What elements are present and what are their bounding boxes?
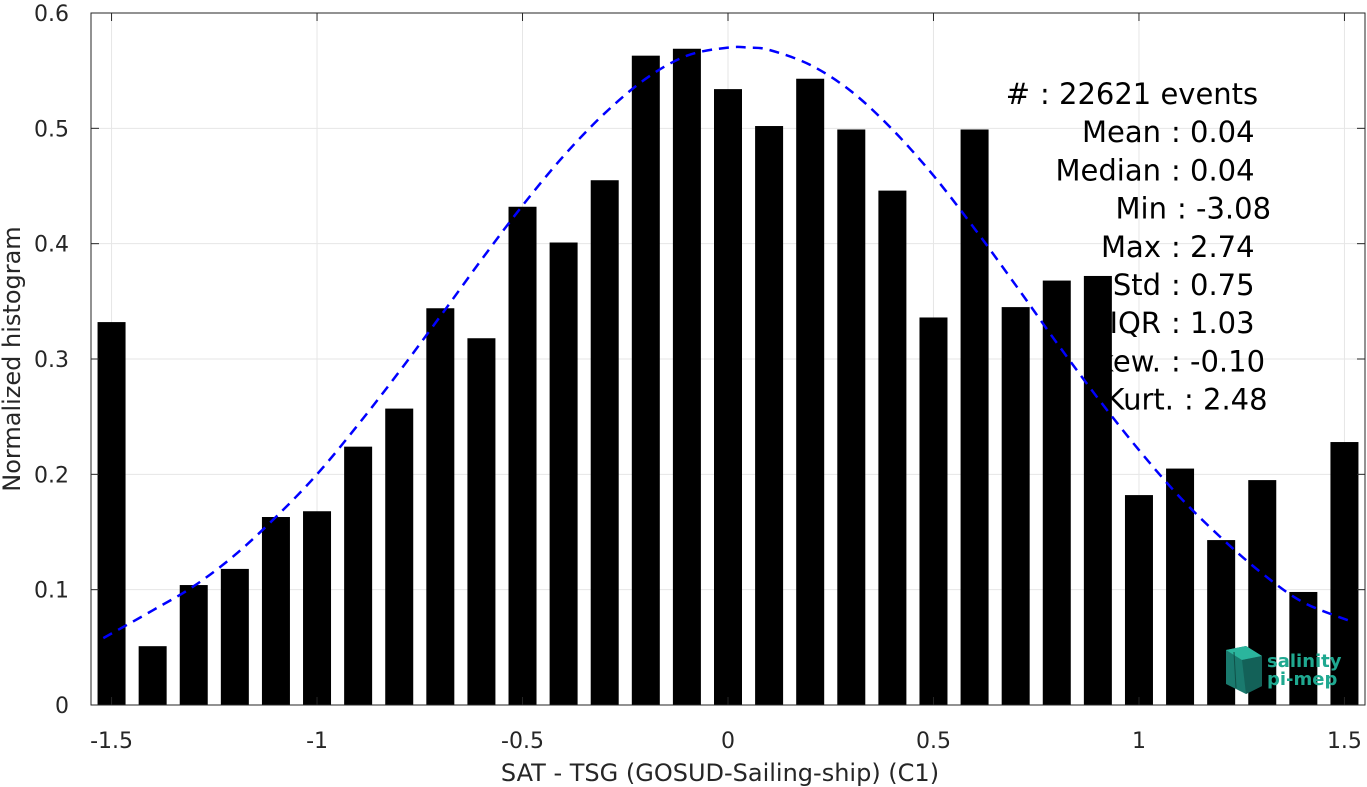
stat-value: : -0.10 (1171, 344, 1265, 378)
x-tick-label: -0.5 (501, 729, 544, 754)
stat-value: : 1.03 (1171, 306, 1255, 340)
histogram-bar (714, 89, 742, 706)
histogram-bar (1330, 442, 1359, 705)
stat-value: : -3.08 (1177, 192, 1271, 226)
histogram-bar (138, 646, 167, 705)
histogram-bar (878, 190, 907, 706)
x-axis-label: SAT - TSG (GOSUD-Sailing-ship) (C1) (501, 759, 939, 787)
stat-value: : 2.48 (1184, 383, 1268, 417)
stat-value: : 22621 events (1040, 77, 1258, 111)
x-tick-label: 1 (1132, 729, 1146, 754)
histogram-bar (837, 129, 866, 706)
histogram-bar (508, 206, 537, 705)
histogram-bar (1289, 591, 1318, 705)
y-axis-label: Normalized histogram (0, 226, 26, 491)
x-tick-label: 1.5 (1327, 729, 1362, 754)
histogram-bar (179, 585, 208, 705)
stat-label: Min (1116, 192, 1167, 226)
y-axis-ticks: 0 0.1 0.2 0.3 0.4 0.5 0.6 (34, 2, 1365, 719)
histogram-bar (1042, 280, 1071, 705)
y-tick-label: 0.5 (34, 117, 69, 142)
cube-icon (1226, 646, 1262, 694)
salinity-pimep-logo: salinity pi-mep (1226, 646, 1342, 694)
histogram-bar (755, 126, 784, 705)
y-tick-label: 0 (55, 694, 69, 719)
y-tick-label: 0.4 (34, 233, 69, 258)
histogram-bar (97, 322, 126, 705)
histogram-bar (344, 446, 373, 705)
histogram-bar (1083, 275, 1112, 705)
y-tick-label: 0.2 (34, 463, 69, 488)
stat-label: Kurt. (1106, 383, 1174, 417)
stat-value: : 0.04 (1171, 153, 1255, 187)
histogram-bar (631, 55, 660, 706)
histogram-bar (385, 408, 414, 705)
stat-label: kew. (1097, 344, 1161, 378)
histogram-bar (960, 129, 989, 706)
x-tick-label: 0.5 (916, 729, 951, 754)
histogram-bar (919, 317, 948, 705)
y-tick-label: 0.3 (34, 348, 69, 373)
logo-line1: salinity (1267, 651, 1342, 672)
stat-label: Std (1113, 268, 1161, 302)
logo-line2: pi-mep (1267, 669, 1337, 690)
histogram-bar (549, 242, 578, 705)
stat-value: : 0.75 (1171, 268, 1255, 302)
histogram-bar (467, 338, 496, 705)
stat-label: Mean (1082, 115, 1161, 149)
stat-label: # (1006, 77, 1030, 111)
histogram-bar (1124, 495, 1153, 705)
histogram-bar (303, 511, 332, 705)
y-tick-label: 0.6 (34, 2, 69, 27)
normal-fit-curve (102, 45, 1354, 640)
histogram-bar (1001, 307, 1030, 705)
stat-label: IQR (1109, 306, 1161, 340)
x-tick-label: -1.5 (90, 729, 133, 754)
stat-label: Max (1101, 230, 1161, 264)
histogram-bar (590, 180, 619, 706)
y-tick-label: 0.1 (34, 579, 69, 604)
histogram-bars (97, 48, 1359, 706)
histogram-bar (1166, 468, 1195, 705)
x-axis-ticks: -1.5 -1 -0.5 0 0.5 1 1.5 (90, 13, 1362, 754)
histogram-bar (796, 78, 825, 706)
stat-label: Median (1056, 153, 1161, 187)
stat-value: : 0.04 (1171, 115, 1255, 149)
x-tick-label: -1 (306, 729, 328, 754)
stat-value: : 2.74 (1171, 230, 1255, 264)
x-tick-label: 0 (721, 729, 735, 754)
histogram-bar (672, 48, 701, 705)
histogram-bar (220, 568, 249, 705)
histogram-bar (261, 517, 290, 705)
histogram-bar (426, 308, 455, 705)
